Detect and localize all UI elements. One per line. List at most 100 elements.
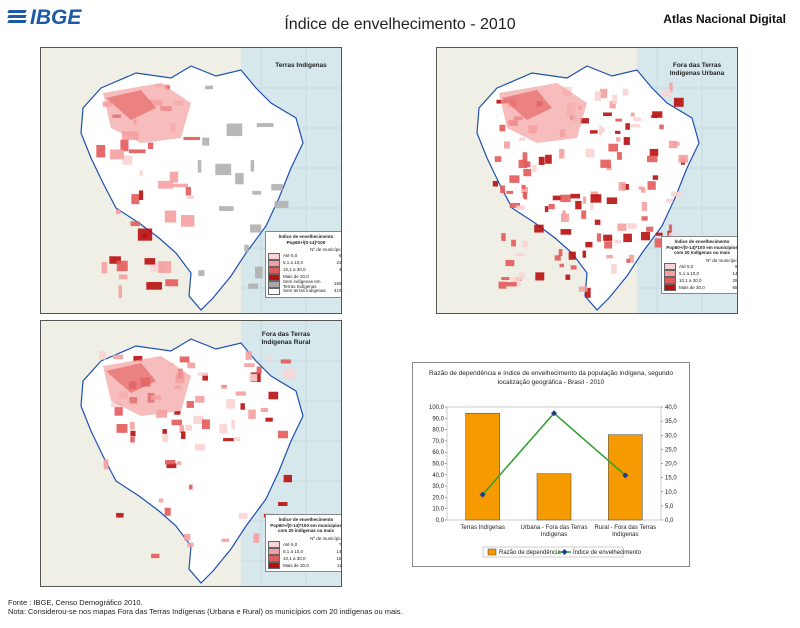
legend-label: 10,1 a 30,0 bbox=[283, 555, 306, 561]
map-region bbox=[186, 195, 195, 200]
map-region bbox=[625, 123, 630, 130]
map-region bbox=[515, 205, 525, 210]
legend-label: 5,1 a 10,0 bbox=[283, 548, 304, 554]
y-tick-label-right: 30,0 bbox=[665, 433, 677, 439]
map-region bbox=[521, 184, 526, 189]
y-tick-label-left: 20,0 bbox=[432, 495, 444, 501]
map-region bbox=[142, 233, 147, 238]
map-region bbox=[130, 430, 136, 437]
map-region bbox=[511, 239, 516, 247]
map-region bbox=[98, 351, 106, 360]
map-region bbox=[164, 210, 177, 223]
legend-label: Sem terras indígenas bbox=[283, 288, 326, 294]
map-region bbox=[565, 274, 571, 280]
legend-row: Até 5,0 74 bbox=[268, 541, 341, 548]
y-tick-label-left: 0,0 bbox=[436, 518, 445, 524]
map-region bbox=[166, 463, 177, 469]
legend-row: Mais de 30,0 652 bbox=[664, 284, 737, 291]
map-region bbox=[612, 94, 618, 104]
map-region bbox=[283, 474, 293, 483]
x-tick-label: Indígenas bbox=[541, 532, 567, 538]
map-region bbox=[558, 249, 563, 257]
map-region bbox=[226, 123, 243, 137]
legend-marker-line bbox=[561, 549, 568, 555]
map-region bbox=[195, 395, 205, 403]
map-region bbox=[130, 221, 140, 227]
map-region bbox=[169, 171, 179, 183]
map-region bbox=[498, 281, 507, 289]
legend-row: 5,1 a 10,0 231 bbox=[268, 259, 341, 267]
map-region bbox=[538, 156, 545, 165]
map-region bbox=[678, 154, 689, 163]
legend-swatch bbox=[268, 252, 280, 260]
map-region bbox=[118, 274, 128, 280]
map-region bbox=[609, 100, 616, 109]
map-region bbox=[186, 400, 195, 408]
legend-swatch bbox=[268, 555, 280, 562]
map-region bbox=[606, 197, 618, 205]
legend-swatch bbox=[664, 284, 676, 291]
map-region bbox=[640, 231, 651, 241]
map-region bbox=[504, 141, 511, 149]
map-region bbox=[560, 213, 569, 223]
map-region bbox=[110, 149, 124, 160]
legend-swatch bbox=[268, 280, 280, 288]
map-region bbox=[151, 553, 160, 559]
map-region bbox=[252, 190, 262, 195]
line-point bbox=[551, 410, 557, 417]
legend-swatch bbox=[664, 277, 676, 284]
map-region bbox=[115, 209, 121, 215]
map-region bbox=[568, 251, 576, 260]
map-region bbox=[185, 424, 192, 430]
map-region bbox=[627, 223, 637, 229]
line-point bbox=[479, 491, 486, 498]
map-region bbox=[641, 201, 647, 211]
map-region bbox=[671, 191, 682, 197]
bar bbox=[536, 473, 572, 521]
map-region bbox=[560, 229, 572, 235]
map-region bbox=[492, 180, 499, 187]
y-tick-label-right: 15,0 bbox=[665, 476, 677, 482]
combo-chart: 0,0 10,0 20,0 30,0 40,0 50,0 60,0 70,0 80,0 90,0 1… bbox=[429, 405, 677, 558]
legend-header: Índice de envelhecimento Pop60+/(0-14)*1… bbox=[666, 239, 738, 255]
map-region bbox=[603, 112, 612, 117]
map-region bbox=[215, 163, 232, 176]
map-region bbox=[202, 372, 208, 381]
map-region bbox=[231, 419, 235, 430]
map-region bbox=[158, 498, 164, 503]
map-region bbox=[603, 234, 613, 241]
map-region bbox=[509, 175, 520, 183]
map-region bbox=[176, 461, 182, 465]
map-region bbox=[614, 239, 621, 244]
legend-row: Mais de 30,0 6 bbox=[268, 273, 341, 281]
map-region bbox=[221, 538, 229, 543]
map-region bbox=[515, 252, 525, 257]
map-region bbox=[560, 194, 571, 203]
map-region bbox=[582, 196, 587, 204]
legend-label: 5,1 a 10,0 bbox=[679, 270, 700, 276]
map-region bbox=[544, 206, 549, 212]
map-region bbox=[617, 223, 627, 231]
map-region bbox=[165, 279, 179, 287]
map-region bbox=[183, 533, 191, 541]
map-region bbox=[604, 241, 613, 249]
map-region bbox=[147, 142, 154, 150]
legend-row: Sem indígenas em Terras Indígenas 1695 bbox=[268, 279, 341, 289]
map-region bbox=[249, 373, 258, 382]
map-region bbox=[575, 200, 582, 210]
map-region bbox=[193, 415, 204, 425]
legend-swatch bbox=[268, 287, 280, 295]
map-region bbox=[183, 136, 201, 141]
map-region bbox=[668, 140, 678, 149]
map-rural: Fora das Terras Indígenas Rural Índice d… bbox=[40, 320, 342, 587]
map-region bbox=[638, 186, 644, 190]
chart-title: Razão de dependência e índice de envelhe… bbox=[429, 370, 673, 386]
legend-swatch bbox=[664, 263, 676, 270]
map-region bbox=[277, 430, 289, 439]
map-region bbox=[559, 149, 565, 159]
legend-label: Mais de 30,0 bbox=[283, 274, 309, 280]
map-region bbox=[582, 250, 587, 258]
map-region bbox=[649, 148, 659, 157]
map-region bbox=[502, 90, 552, 120]
map-urbana: Fora das Terras Indígenas Urbana Índice … bbox=[436, 47, 738, 314]
